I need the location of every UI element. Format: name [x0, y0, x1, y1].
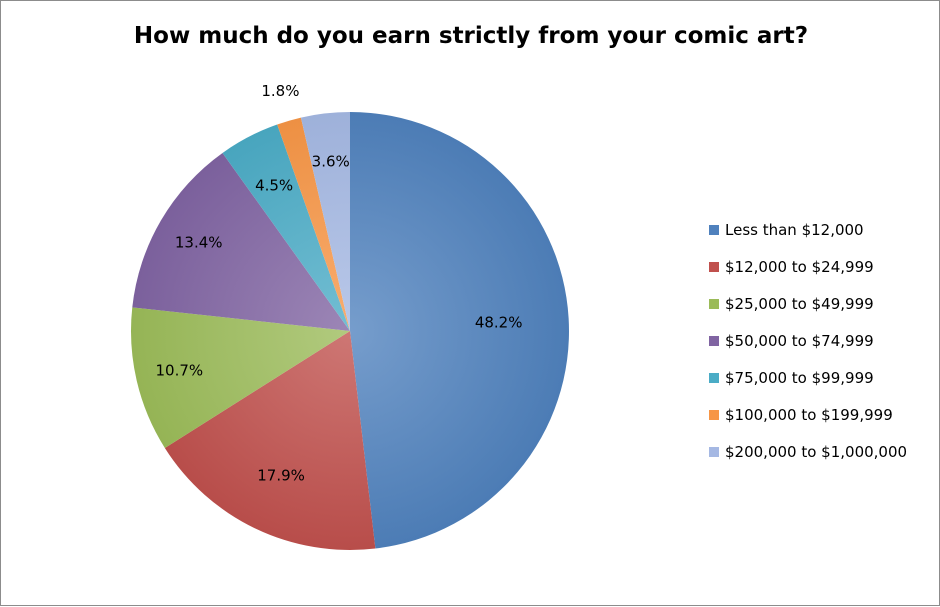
legend-item: $25,000 to $49,999: [709, 285, 934, 322]
legend-label: $25,000 to $49,999: [725, 294, 874, 313]
legend-item: Less than $12,000: [709, 211, 934, 248]
legend-label: $50,000 to $74,999: [725, 331, 874, 350]
legend-label: $100,000 to $199,999: [725, 405, 893, 424]
slice-data-label: 13.4%: [175, 234, 223, 252]
slice-data-label: 17.9%: [257, 466, 305, 484]
slice-data-label: 48.2%: [475, 313, 523, 331]
legend-item: $75,000 to $99,999: [709, 359, 934, 396]
pie-slices: [130, 112, 569, 550]
pie-slice: [164, 331, 376, 550]
legend-swatch: [709, 261, 719, 272]
legend-swatch: [709, 446, 719, 457]
pie-slice: [222, 124, 350, 331]
legend-swatch: [709, 298, 719, 309]
pie-slice: [132, 152, 350, 331]
legend-item: $50,000 to $74,999: [709, 322, 934, 359]
legend-label: $75,000 to $99,999: [725, 368, 874, 387]
legend-item: $200,000 to $1,000,000: [709, 433, 934, 470]
slice-data-label: 1.8%: [261, 82, 299, 100]
legend-label: $12,000 to $24,999: [725, 257, 874, 276]
pie-data-labels: 48.2% 17.9% 10.7% 13.4% 4.5% 1.8% 3.6%: [155, 82, 522, 484]
legend-label: Less than $12,000: [725, 220, 864, 239]
legend-swatch: [709, 335, 719, 346]
legend-swatch: [709, 409, 719, 420]
pie-slice: [300, 112, 350, 331]
chart-title: How much do you earn strictly from your …: [133, 23, 809, 49]
pie-slice: [130, 307, 350, 448]
slice-data-label: 3.6%: [312, 152, 350, 170]
legend-label: $200,000 to $1,000,000: [725, 442, 908, 461]
slice-data-label: 4.5%: [255, 176, 293, 194]
pie-slice: [277, 117, 350, 331]
legend-item: $12,000 to $24,999: [709, 248, 934, 285]
pie-slice: [350, 112, 569, 549]
chart-legend: Less than $12,000 $12,000 to $24,999 $25…: [709, 211, 934, 470]
slice-data-label: 10.7%: [155, 362, 203, 380]
legend-swatch: [709, 224, 719, 235]
legend-swatch: [709, 372, 719, 383]
legend-item: $100,000 to $199,999: [709, 396, 934, 433]
